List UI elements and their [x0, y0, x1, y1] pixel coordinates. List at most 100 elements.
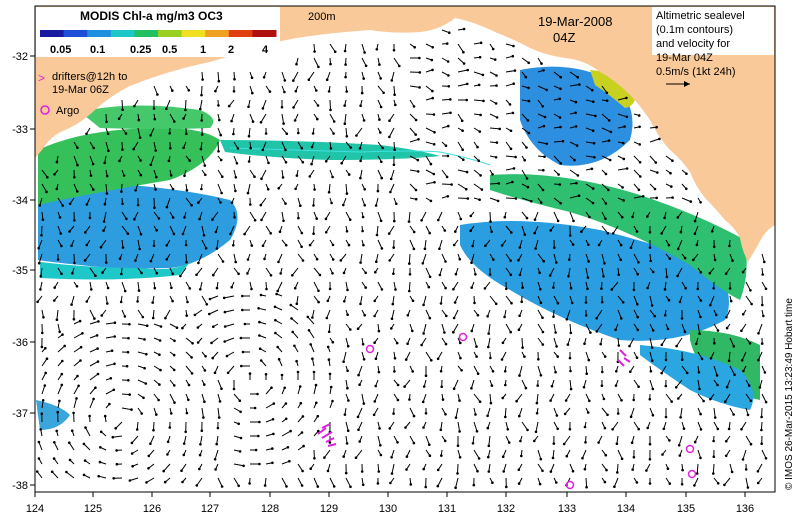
velocity-arrow-head [526, 119, 530, 122]
velocity-arrow-head [190, 356, 193, 359]
velocity-arrow [505, 83, 514, 87]
velocity-arrow-head [572, 219, 575, 223]
velocity-arrow-head [325, 78, 329, 81]
velocity-arrow-head [200, 429, 204, 433]
velocity-arrow-head [361, 342, 365, 346]
velocity-arrow-head [250, 76, 254, 80]
velocity-arrow [389, 183, 395, 193]
velocity-arrow-head [138, 136, 142, 139]
colorbar-gradient [40, 30, 277, 37]
velocity-arrow-head [559, 201, 562, 205]
velocity-arrow-head [577, 194, 581, 197]
velocity-arrow-head [219, 158, 223, 162]
velocity-arrow-head [137, 118, 141, 122]
velocity-arrow-head [537, 358, 540, 361]
velocity-arrow-head [583, 425, 587, 429]
velocity-arrow-head [279, 272, 283, 275]
velocity-arrow-head [394, 288, 397, 291]
velocity-arrow-head [344, 75, 347, 79]
velocity-arrow-head [583, 342, 586, 346]
velocity-arrow-head [230, 201, 234, 204]
velocity-arrow-head [276, 289, 280, 293]
velocity-arrow-head [693, 219, 697, 223]
velocity-arrow-head [342, 455, 346, 458]
velocity-arrow-head [622, 199, 625, 202]
velocity-arrow-head [422, 426, 425, 429]
velocity-arrow-head [339, 259, 343, 262]
velocity-arrow-head [342, 271, 346, 275]
velocity-arrow-head [502, 470, 506, 473]
velocity-arrow [281, 460, 290, 465]
velocity-arrow-head [492, 258, 495, 261]
velocity-arrow-head [716, 427, 720, 431]
velocity-arrow [425, 267, 431, 278]
velocity-arrow-head [653, 314, 656, 318]
velocity-arrow-head [70, 303, 73, 306]
colorbar-swatch [134, 30, 159, 37]
velocity-arrow-head [670, 185, 673, 188]
velocity-arrow [233, 477, 240, 487]
velocity-arrow [601, 113, 610, 121]
velocity-arrow [409, 183, 417, 191]
velocity-arrow-head [625, 167, 629, 170]
colorbar-tick-label: 1 [200, 44, 206, 56]
velocity-arrow-head [128, 393, 131, 396]
velocity-arrow-head [443, 229, 447, 232]
velocity-arrow-head [632, 398, 635, 402]
velocity-arrow-head [186, 300, 189, 304]
velocity-arrow-head [486, 426, 490, 430]
velocity-arrow-head [697, 371, 701, 374]
velocity-arrow-head [361, 229, 364, 233]
velocity-arrow [265, 387, 272, 395]
velocity-arrow-head [393, 93, 396, 96]
velocity-arrow-head [40, 233, 43, 237]
velocity-arrow-head [725, 326, 729, 330]
velocity-arrow-head [123, 315, 127, 318]
velocity-arrow-head [427, 285, 431, 289]
velocity-arrow-head [438, 247, 441, 251]
velocity-arrow-head [308, 243, 312, 247]
velocity-arrow [404, 379, 411, 387]
velocity-arrow [297, 253, 304, 261]
velocity-arrow-head [667, 243, 671, 247]
velocity-arrow-head [423, 247, 427, 251]
velocity-arrow [361, 43, 366, 53]
colorbar-swatch [63, 30, 88, 37]
velocity-arrow-head [312, 370, 316, 374]
velocity-arrow-head [412, 230, 416, 234]
velocity-arrow-head [115, 462, 119, 466]
velocity-arrow [121, 281, 126, 292]
velocity-arrow-head [478, 400, 482, 404]
velocity-arrow-head [342, 203, 345, 207]
velocity-arrow-head [611, 232, 615, 235]
velocity-arrow-head [99, 245, 103, 249]
velocity-arrow-head [323, 456, 326, 459]
velocity-arrow-head [152, 244, 156, 247]
velocity-arrow-head [664, 358, 668, 362]
velocity-arrow [408, 281, 411, 292]
velocity-arrow-head [604, 453, 608, 457]
velocity-arrow-head [741, 458, 745, 461]
velocity-arrow-head [173, 339, 176, 343]
velocity-arrow-head [470, 387, 473, 390]
velocity-arrow [585, 253, 590, 262]
velocity-arrow-head [345, 90, 349, 93]
velocity-arrow-head [97, 320, 100, 323]
velocity-arrow-head [359, 104, 362, 107]
velocity-arrow-head [601, 370, 604, 374]
velocity-arrow-head [740, 359, 744, 362]
velocity-arrow [457, 183, 467, 190]
velocity-arrow [224, 309, 235, 313]
velocity-arrow-head [169, 174, 173, 177]
velocity-arrow-head [300, 245, 303, 248]
velocity-arrow [425, 169, 435, 175]
velocity-arrow-head [470, 286, 474, 289]
velocity-arrow-head [489, 401, 493, 405]
velocity-arrow [409, 113, 417, 121]
velocity-arrow-head [70, 244, 73, 248]
velocity-arrow [505, 70, 515, 73]
velocity-arrow-head [506, 428, 510, 431]
velocity-arrow-head [699, 412, 702, 416]
velocity-arrow-head [503, 315, 506, 319]
velocity-arrow-head [637, 188, 641, 192]
